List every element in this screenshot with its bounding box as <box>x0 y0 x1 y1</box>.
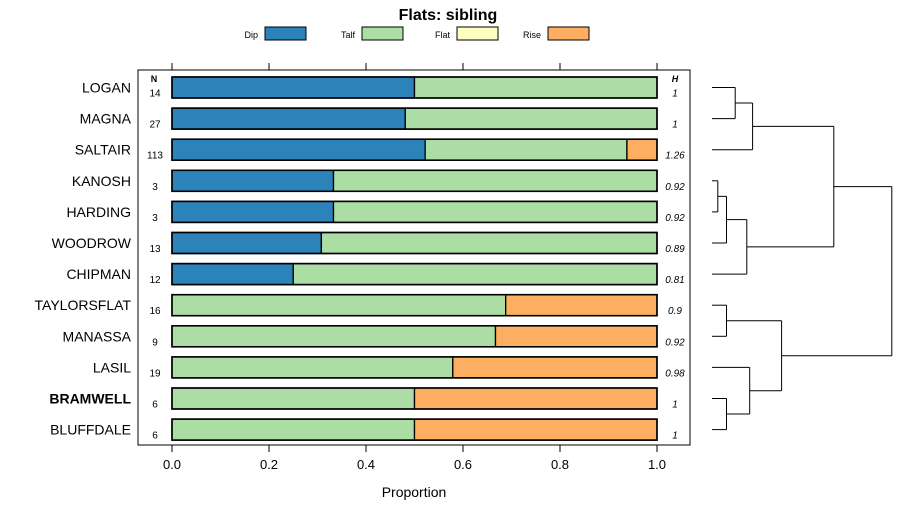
bar-outline <box>171 138 658 161</box>
bar-segment-dip <box>171 138 426 161</box>
legend-label-rise: Rise <box>523 30 541 40</box>
h-value-label: 0.92 <box>665 182 685 193</box>
h-value-label: 0.89 <box>665 244 685 255</box>
category-label: TAYLORSFLAT <box>35 297 132 313</box>
legend-label-dip: Dip <box>244 30 258 40</box>
bar-segment-rise <box>626 138 658 161</box>
bar-segment-talf <box>413 76 658 99</box>
h-value-label: 1 <box>672 400 678 411</box>
h-value-label: 0.92 <box>665 213 685 224</box>
category-label: LOGAN <box>82 80 131 96</box>
h-value-label: 1.26 <box>665 151 685 162</box>
n-value-label: 3 <box>152 182 158 193</box>
n-value-label: 6 <box>152 431 158 442</box>
bar-segment-dip <box>171 262 294 286</box>
bar-segment-rise <box>413 418 658 441</box>
bar-outline <box>171 324 658 348</box>
bar-segment-talf <box>171 387 416 410</box>
category-label: CHIPMAN <box>66 266 131 282</box>
bar-outline <box>171 262 658 286</box>
legend-label-flat: Flat <box>435 30 451 40</box>
bar-segment-dip <box>171 76 416 99</box>
n-value-label: 16 <box>149 306 161 317</box>
x-tick-label: 0.0 <box>163 457 181 472</box>
x-tick-label: 1.0 <box>648 457 666 472</box>
bar-segment-dip <box>171 107 406 130</box>
legend-label-talf: Talf <box>341 30 356 40</box>
bar-outline <box>171 293 658 317</box>
bar-segment-dip <box>171 200 335 224</box>
n-value-label: 19 <box>149 368 161 379</box>
bar-segment-talf <box>320 231 658 255</box>
bar-segment-dip <box>171 231 323 255</box>
bar-segment-talf <box>332 200 658 224</box>
bar-segment-talf <box>424 138 628 161</box>
category-label: HARDING <box>66 204 131 220</box>
n-value-label: 113 <box>147 151 163 162</box>
h-value-label: 0.81 <box>665 275 684 286</box>
x-tick-label: 0.8 <box>551 457 569 472</box>
bar-segment-talf <box>171 325 497 348</box>
h-value-label: 0.98 <box>665 368 685 379</box>
bar-segment-dip <box>171 169 335 192</box>
x-axis-label: Proportion <box>382 484 447 500</box>
h-value-label: 0.92 <box>665 337 685 348</box>
n-value-label: 12 <box>149 275 161 286</box>
plot-frame <box>137 69 691 446</box>
x-tick-label: 0.6 <box>454 457 472 472</box>
legend-swatch-rise <box>547 26 590 41</box>
bar-outline <box>171 107 658 130</box>
n-value-label: 27 <box>149 120 161 131</box>
legend-swatch-dip <box>264 26 307 41</box>
bar-segment-rise <box>452 356 658 379</box>
bar-segment-rise <box>505 294 658 317</box>
category-label: WOODROW <box>52 235 132 251</box>
n-column-header: N <box>151 74 158 84</box>
n-value-label: 6 <box>152 400 158 411</box>
bar-segment-talf <box>404 107 658 130</box>
bar-outline <box>171 418 658 441</box>
x-tick-label: 0.2 <box>260 457 278 472</box>
bar-segment-talf <box>171 356 454 379</box>
legend-swatch-flat <box>456 26 499 41</box>
bar-segment-rise <box>494 325 658 348</box>
axes-group: 0.0 0.2 0.4 0.6 0.8 1.0 <box>163 63 666 472</box>
h-value-label: 1 <box>672 89 678 100</box>
bar-outline <box>171 169 658 193</box>
category-label: BLUFFDALE <box>50 422 131 438</box>
bar-segment-talf <box>292 262 658 286</box>
bar-outline <box>171 200 658 224</box>
chart-title: Flats: sibling <box>399 7 498 24</box>
bar-segment-talf <box>171 294 507 317</box>
category-label: KANOSH <box>72 173 131 189</box>
x-tick-label: 0.4 <box>357 457 375 472</box>
h-value-label: 0.9 <box>668 306 682 317</box>
category-label: MAGNA <box>80 111 132 127</box>
dendrogram <box>712 87 893 431</box>
n-value-label: 3 <box>152 213 158 224</box>
bar-outline <box>171 76 658 99</box>
bar-outline <box>171 356 658 379</box>
legend-swatch-talf <box>361 26 404 41</box>
n-value-label: 14 <box>149 89 161 100</box>
bar-segment-rise <box>413 387 658 410</box>
category-label: SALTAIR <box>75 142 131 158</box>
bar-segment-talf <box>171 418 416 441</box>
bar-outline <box>171 387 658 410</box>
bar-outline <box>171 231 658 255</box>
bar-segment-talf <box>332 169 658 192</box>
category-label: MANASSA <box>63 328 132 344</box>
h-column-header: H <box>672 74 679 84</box>
h-value-label: 1 <box>672 120 678 131</box>
n-value-label: 13 <box>149 244 161 255</box>
h-value-label: 1 <box>672 431 678 442</box>
legend: Dip Talf Flat Rise <box>244 26 590 41</box>
n-value-label: 9 <box>152 337 158 348</box>
category-label: BRAMWELL <box>49 391 131 407</box>
category-label: LASIL <box>93 359 131 375</box>
